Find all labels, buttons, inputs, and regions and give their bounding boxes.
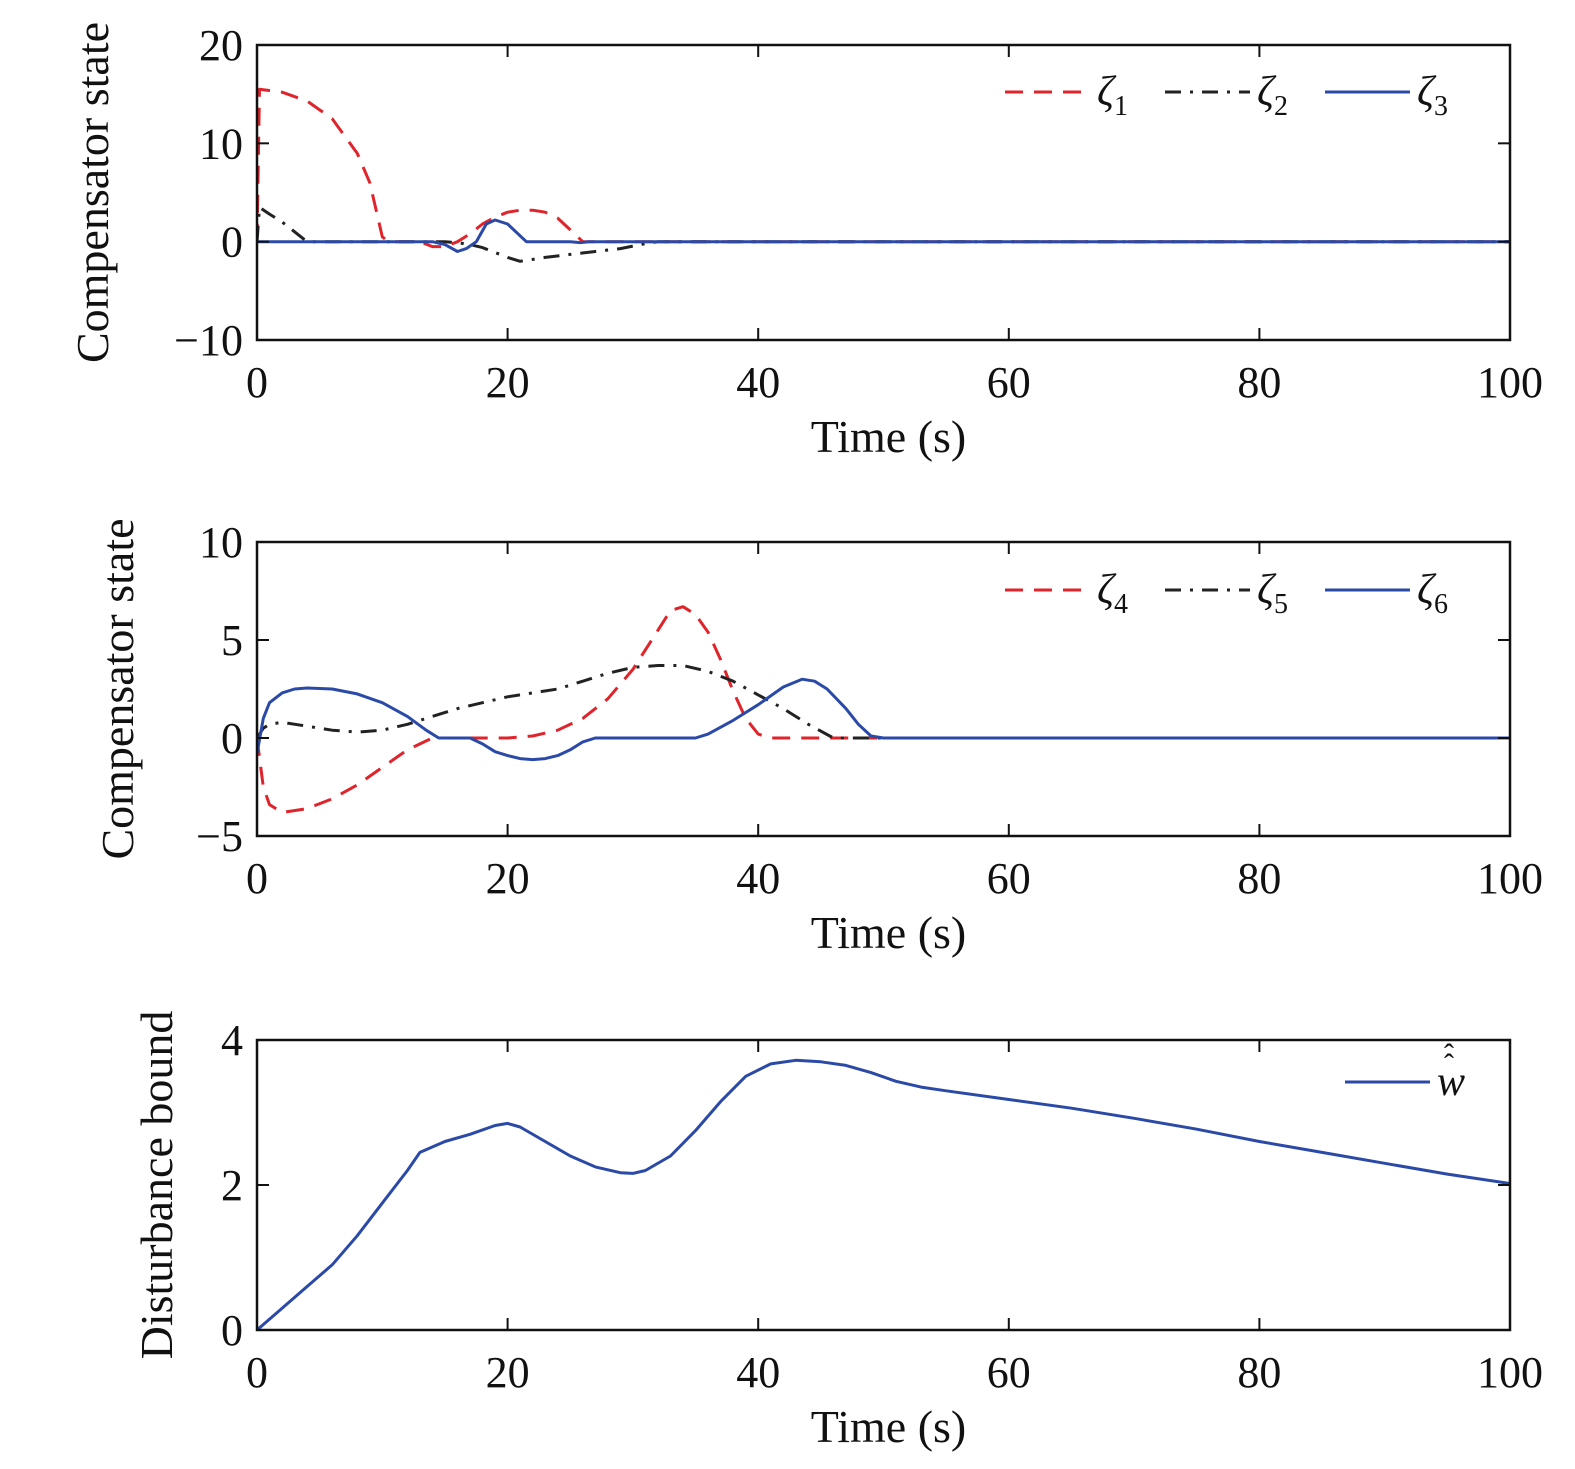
x-tick-label: 40 (736, 854, 780, 903)
series-group (257, 1058, 1510, 1330)
y-tick-label: 2 (221, 1161, 243, 1210)
x-tick-label: 40 (736, 358, 780, 407)
x-tick-label: 0 (246, 854, 268, 903)
series-line-3 (257, 218, 1510, 253)
x-tick-label: 80 (1237, 358, 1281, 407)
y-axis-label: Compensator state (92, 518, 143, 859)
legend-label-2: ζ2 (1257, 69, 1288, 122)
series-group (257, 87, 1510, 263)
y-tick-label: 10 (199, 119, 243, 168)
legend-hat: ˆ (1444, 1048, 1454, 1081)
x-tick-label: 40 (736, 1348, 780, 1397)
y-tick-label: 0 (221, 1306, 243, 1355)
x-tick-label: 0 (246, 358, 268, 407)
legend: ζ4 ζ5 ζ6 (1005, 567, 1448, 620)
legend-label-5: ζ5 (1257, 567, 1288, 620)
y-axis-label: Disturbance bound (131, 1011, 182, 1360)
x-tick-label: 100 (1477, 358, 1543, 407)
x-tick-label: 100 (1477, 1348, 1543, 1397)
y-tick-label: 20 (199, 21, 243, 70)
x-tick-label: 60 (987, 854, 1031, 903)
series-line-6 (257, 677, 1510, 762)
x-tick-label: 20 (486, 1348, 530, 1397)
x-tick-label: 80 (1237, 854, 1281, 903)
x-tick-label: 0 (246, 1348, 268, 1397)
x-axis-label: Time (s) (811, 907, 967, 958)
legend-label-1: ζ1 (1097, 69, 1128, 122)
x-tick-label: 60 (987, 1348, 1031, 1397)
series-line-5 (257, 664, 1510, 740)
y-tick-label: 10 (199, 518, 243, 567)
legend-label-6: ζ6 (1417, 567, 1448, 620)
legend-label-w: w (1437, 1059, 1465, 1105)
plot-frame (255, 540, 1512, 838)
series-line-4 (257, 605, 1510, 814)
y-tick-label: −5 (196, 812, 243, 861)
x-axis-label: Time (s) (811, 1401, 967, 1452)
plot-frame (255, 1038, 1512, 1332)
y-tick-label: 5 (221, 616, 243, 665)
y-tick-label: 4 (221, 1016, 243, 1065)
x-tick-label: 20 (486, 358, 530, 407)
series-group (257, 605, 1510, 814)
panel-3: 0 20 40 60 80 100 0 2 4 Time (s) Disturbance bound… (131, 1011, 1543, 1452)
x-axis-label: Time (s) (811, 411, 967, 462)
series-line-1 (257, 87, 1510, 249)
x-tick-label: 20 (486, 854, 530, 903)
x-tick-label: 100 (1477, 854, 1543, 903)
legend-label-4: ζ4 (1097, 567, 1128, 620)
y-axis-label: Compensator state (67, 22, 118, 363)
legend-label-3: ζ3 (1417, 69, 1448, 122)
x-tick-label: 80 (1237, 1348, 1281, 1397)
plot-frame (255, 43, 1512, 342)
y-tick-label: 0 (221, 218, 243, 267)
legend-hat: ˆ (1444, 1038, 1454, 1071)
legend: ζ1 ζ2 ζ3 (1005, 69, 1448, 122)
y-tick-label: 0 (221, 714, 243, 763)
legend: wˆˆ (1345, 1038, 1465, 1105)
series-line-w (257, 1058, 1510, 1330)
x-tick-label: 60 (987, 358, 1031, 407)
y-tick-label: −10 (174, 316, 243, 365)
series-line-2 (257, 205, 1510, 263)
